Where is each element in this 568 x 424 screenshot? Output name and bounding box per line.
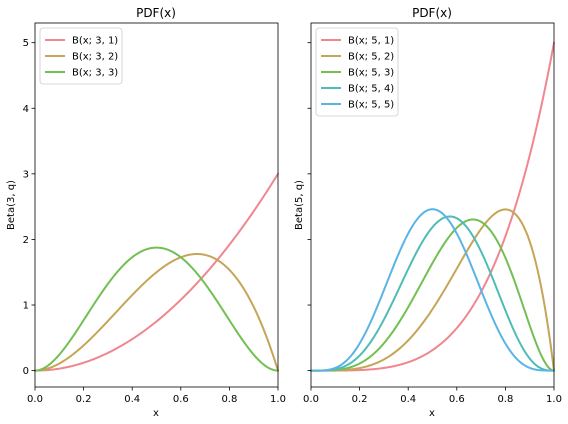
right-series-line-2 <box>310 208 555 372</box>
left-series-line-3 <box>34 246 279 372</box>
left-x-tick-label: 0.0 <box>27 394 43 405</box>
right-legend-entry: B(x; 5, 1) <box>348 36 394 47</box>
right-series-line-3 <box>310 218 555 372</box>
left-y-ticks: 0 1 2 3 4 5 <box>23 38 35 377</box>
right-x-tick-label: 1.0 <box>546 394 562 405</box>
right-x-tick-label: 0.4 <box>400 394 416 405</box>
left-legend-entry: B(x; 3, 2) <box>72 52 118 63</box>
right-plot-area <box>310 41 555 372</box>
left-axes-frame <box>34 22 279 388</box>
left-series-line-2 <box>34 253 279 372</box>
left-x-tick-label: 1.0 <box>270 394 286 405</box>
right-legend-entry: B(x; 5, 4) <box>348 84 394 95</box>
right-y-axis-label: Beta(5, q) <box>294 180 305 230</box>
left-x-tick-label: 0.4 <box>124 394 140 405</box>
left-legend-entry: B(x; 3, 1) <box>72 36 118 47</box>
right-series-line-4 <box>310 215 555 372</box>
right-series-line-5 <box>310 208 555 372</box>
left-y-axis-label: Beta(3, q) <box>6 180 17 230</box>
right-legend-box <box>315 27 399 117</box>
left-chart-panel: PDF(x) x Beta(3, q) 0.0 0.2 0.4 0.6 0.8 1.0 0… <box>6 6 286 419</box>
left-x-tick-label: 0.8 <box>221 394 237 405</box>
left-x-axis-label: x <box>153 408 159 419</box>
right-x-axis-label: x <box>429 408 435 419</box>
left-plot-area <box>34 172 279 372</box>
right-legend-entry: B(x; 5, 3) <box>348 68 394 79</box>
left-y-tick-label: 3 <box>23 169 29 180</box>
left-y-tick-label: 5 <box>23 38 29 49</box>
left-y-tick-label: 1 <box>23 301 29 312</box>
right-axes-frame <box>310 22 555 388</box>
right-x-tick-label: 0.0 <box>303 394 319 405</box>
right-y-ticks <box>307 42 311 372</box>
left-legend-entry: B(x; 3, 3) <box>72 68 118 79</box>
right-chart-title: PDF(x) <box>412 6 452 20</box>
right-legend-entry: B(x; 5, 2) <box>348 52 394 63</box>
left-legend: B(x; 3, 1) B(x; 3, 2) B(x; 3, 3) <box>39 27 123 85</box>
left-x-ticks: 0.0 0.2 0.4 0.6 0.8 1.0 <box>27 387 286 405</box>
right-legend-entry: B(x; 5, 5) <box>348 100 394 111</box>
left-y-tick-label: 4 <box>23 104 29 115</box>
left-x-tick-label: 0.2 <box>76 394 92 405</box>
left-legend-box <box>39 27 123 85</box>
left-x-tick-label: 0.6 <box>173 394 189 405</box>
right-x-tick-label: 0.6 <box>449 394 465 405</box>
right-legend: B(x; 5, 1) B(x; 5, 2) B(x; 5, 3) B(x; 5, 4)… <box>315 27 399 117</box>
right-x-tick-label: 0.2 <box>352 394 368 405</box>
left-y-tick-label: 2 <box>23 235 29 246</box>
left-y-tick-label: 0 <box>23 366 29 377</box>
right-chart-panel: PDF(x) x Beta(5, q) 0.0 0.2 0.4 0.6 0.8 1.0 B… <box>294 6 562 419</box>
left-series-line-1 <box>34 172 279 372</box>
right-x-ticks: 0.0 0.2 0.4 0.6 0.8 1.0 <box>303 387 562 405</box>
left-chart-title: PDF(x) <box>136 6 176 20</box>
right-x-tick-label: 0.8 <box>497 394 513 405</box>
